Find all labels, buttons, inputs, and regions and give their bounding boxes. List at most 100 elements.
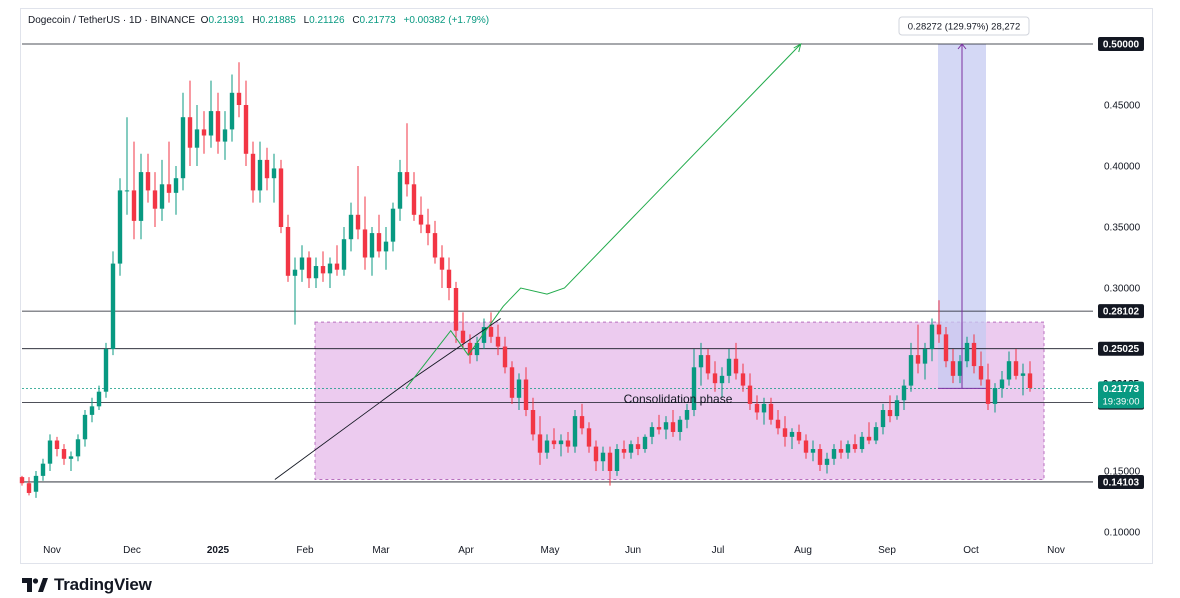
price-level-tag	[1098, 474, 1144, 489]
brand-name: TradingView	[54, 575, 152, 594]
candle-countdown: 19:39:00	[1103, 396, 1140, 407]
candle-body	[131, 190, 137, 221]
x-axis-tick-label: Mar	[372, 545, 390, 556]
candle-body	[565, 440, 571, 447]
current-price-tag	[1098, 381, 1144, 409]
candle-body	[635, 444, 641, 450]
candle-body	[1027, 373, 1033, 389]
close-value: 0.21773	[359, 15, 396, 26]
candle-body	[369, 233, 375, 258]
current-price-label: 0.21773	[1103, 384, 1140, 395]
candle-body	[558, 440, 564, 445]
triangle-lower-trendline	[274, 382, 407, 480]
candle-body	[957, 361, 963, 376]
candle-body	[418, 214, 424, 225]
candle-body	[810, 449, 816, 453]
candle-body	[978, 366, 984, 380]
symbol-title[interactable]: Dogecoin / TetherUS · 1D · BINANCE	[28, 15, 196, 26]
candle-body	[432, 233, 438, 258]
candle-body	[474, 342, 480, 356]
candle-body	[166, 184, 172, 193]
target-label-box	[898, 16, 1030, 36]
candle-body	[551, 440, 557, 445]
candle-body	[222, 129, 228, 142]
candle-body	[313, 266, 319, 279]
candle-body	[649, 427, 655, 437]
candle-body	[761, 403, 767, 413]
candle-body	[971, 342, 977, 367]
candle-body	[544, 440, 550, 453]
candle-body	[754, 403, 760, 413]
price-level-label: 0.14103	[1103, 477, 1140, 488]
candle-body	[733, 358, 739, 374]
y-axis-tick-label: 0.10000	[1104, 528, 1141, 539]
candle-body	[33, 475, 39, 492]
candle-body	[516, 379, 522, 398]
candle-body	[880, 410, 886, 428]
projection-arrowhead	[793, 42, 802, 53]
candle-body	[236, 92, 242, 105]
candle-body	[887, 410, 893, 417]
candle-body	[936, 324, 942, 335]
chart-frame	[20, 8, 1153, 564]
candle-body	[670, 422, 676, 432]
symbol-legend: Dogecoin / TetherUS · 1D · BINANCE O0.21…	[28, 15, 489, 26]
candle-body	[173, 178, 179, 193]
candle-body	[866, 436, 872, 441]
candle-body	[96, 391, 102, 407]
candle-body	[327, 263, 333, 274]
x-axis-tick-label: Nov	[43, 545, 61, 556]
price-level-tag	[1098, 37, 1144, 51]
candle-body	[117, 190, 123, 264]
candle-body	[782, 428, 788, 437]
candle-body	[250, 153, 256, 191]
candle-body	[775, 419, 781, 429]
x-axis-tick-label: May	[541, 545, 560, 556]
open-value: 0.21391	[208, 15, 245, 26]
candle-body	[278, 168, 284, 227]
x-axis-tick-label: Nov	[1047, 545, 1065, 556]
candle-body	[845, 444, 851, 453]
candle-body	[264, 159, 270, 179]
candle-body	[425, 224, 431, 234]
candle-body	[999, 379, 1005, 389]
x-axis-tick-label: 2025	[207, 545, 230, 556]
candle-body	[768, 403, 774, 420]
x-axis-tick-label: Dec	[123, 545, 141, 556]
candle-body	[740, 373, 746, 386]
candle-body	[26, 483, 32, 493]
candle-body	[411, 184, 417, 215]
x-axis-tick-label: Apr	[458, 545, 474, 556]
candle-body	[82, 414, 88, 440]
tradingview-brand[interactable]: TradingView	[22, 575, 152, 595]
candle-body	[215, 111, 221, 142]
candle-body	[208, 111, 214, 136]
tradingview-logo-icon	[22, 578, 48, 592]
candle-body	[159, 184, 165, 209]
candle-body	[894, 400, 900, 417]
candle-body	[831, 449, 837, 459]
x-axis-tick-label: Sep	[878, 545, 896, 556]
close-label: C	[352, 15, 360, 26]
candle-body	[502, 346, 508, 368]
candle-body	[1020, 373, 1026, 376]
candle-body	[901, 385, 907, 401]
candle-body	[873, 427, 879, 441]
candle-body	[964, 342, 970, 362]
candle-body	[103, 349, 109, 392]
candle-body	[467, 342, 473, 356]
candle-body	[446, 269, 452, 288]
candle-body	[194, 129, 200, 148]
candle-body	[614, 449, 620, 471]
price-level-label: 0.50000	[1103, 40, 1140, 51]
candle-body	[628, 444, 634, 453]
candle-body	[47, 440, 53, 464]
candle-body	[1006, 361, 1012, 380]
candle-body	[572, 416, 578, 447]
candle-body	[607, 452, 613, 471]
y-axis-tick-label: 0.45000	[1104, 101, 1141, 112]
candle-body	[229, 92, 235, 130]
candle-body	[439, 257, 445, 270]
candle-body	[383, 241, 389, 252]
